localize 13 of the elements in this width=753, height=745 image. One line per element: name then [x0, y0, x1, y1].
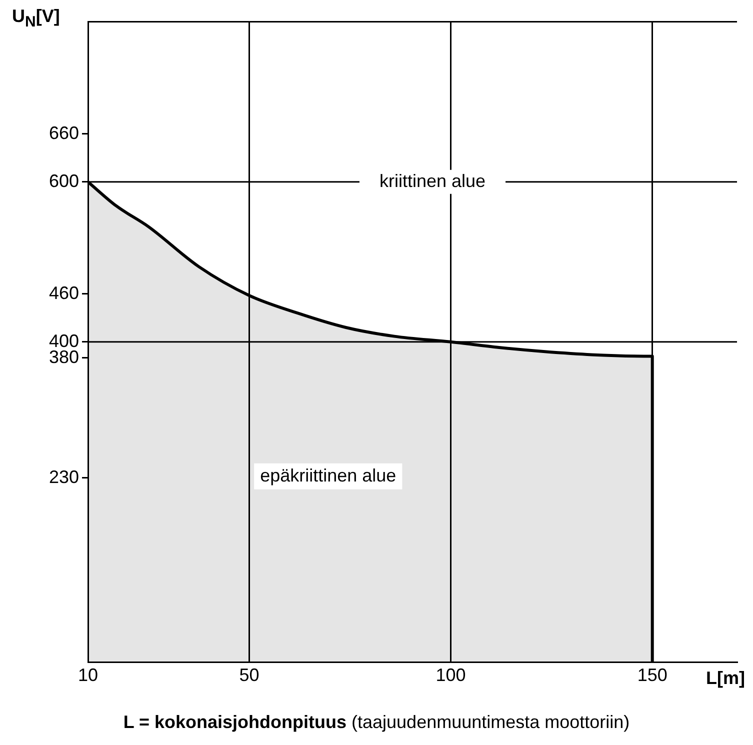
x-tick-label: 150: [637, 664, 668, 685]
y-tick-label: 230: [48, 466, 79, 487]
y-axis-title: U$_{N}$[V]: [12, 6, 60, 31]
x-axis-title: L[m]: [702, 668, 745, 689]
x-tick-label: 100: [436, 664, 466, 685]
x-tick-label: 10: [78, 664, 98, 685]
ref-line-label: kriittinen alue: [379, 170, 486, 191]
y-tick-label: 460: [48, 282, 79, 303]
y-tick-label: 660: [48, 122, 79, 143]
y-tick-label: 600: [48, 170, 79, 191]
annotation: epäkriittinen alue: [260, 465, 396, 486]
x-tick-label: 50: [239, 664, 260, 685]
text: L = kokonaisjohdonpituus (taajuudenmuuntimesta moottoriin): [123, 712, 630, 732]
